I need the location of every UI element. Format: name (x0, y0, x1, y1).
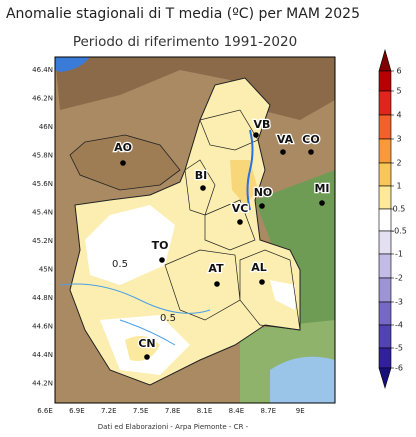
colorbar-label: 1 (396, 182, 401, 191)
lat-label: 45.8N (32, 152, 53, 160)
colorbar-arrow (378, 367, 392, 390)
city-dot (200, 185, 206, 191)
colorbar-label: -1 (395, 250, 403, 259)
lat-label: 46.4N (32, 66, 53, 74)
city-label: CN (138, 337, 155, 350)
city-dot (308, 149, 314, 155)
lat-label: 45.6N (32, 180, 53, 188)
city-dot (159, 257, 165, 263)
city-label: MI (314, 182, 329, 195)
city-label: AO (114, 141, 132, 154)
colorbar-segment (378, 277, 392, 303)
city-label: BI (195, 169, 207, 182)
colorbar-segment (378, 90, 392, 116)
colorbar-segment (378, 230, 392, 255)
colorbar-label: -2 (395, 274, 403, 283)
colorbar-label: -3 (395, 298, 403, 307)
lon-label: 6.9E (69, 407, 85, 415)
city-label: AL (251, 261, 267, 274)
map (54, 56, 336, 404)
colorbar-label: 3 (396, 135, 401, 144)
lon-label: 8.1E (197, 407, 213, 415)
colorbar-segment (378, 162, 392, 187)
colorbar-arrow (378, 48, 392, 72)
colorbar-segment (378, 301, 392, 326)
colorbar-segment (378, 70, 392, 92)
city-label: VA (277, 133, 294, 146)
colorbar-label: 6 (396, 67, 401, 76)
city-dot (144, 354, 150, 360)
lat-label: 46N (39, 123, 53, 131)
footer: Dati ed Elaborazioni - Arpa Piemonte - C… (98, 423, 249, 431)
city-label: NO (254, 186, 273, 199)
colorbar-segment (378, 324, 392, 349)
city-dot (259, 279, 265, 285)
lat-label: 44.2N (32, 380, 53, 388)
colorbar-label: -5 (395, 344, 403, 353)
lon-label: 7.2E (101, 407, 117, 415)
lat-label: 45.4N (32, 209, 53, 217)
colorbar-segment (378, 185, 392, 210)
city-dot (319, 200, 325, 206)
colorbar-label: 4 (396, 111, 401, 120)
contour-label: 0.5 (112, 259, 128, 270)
colorbar-label: -4 (395, 321, 403, 330)
city-dot (280, 149, 286, 155)
lat-label: 44.4N (32, 351, 53, 359)
colorbar-label: -0.5 (391, 227, 407, 236)
lon-label: 7.5E (133, 407, 149, 415)
colorbar-segment (378, 138, 392, 164)
city-dot (253, 132, 259, 138)
title: Anomalie stagionali di T media (ºC) per … (6, 6, 360, 22)
colorbar-label: -6 (395, 364, 403, 373)
colorbar: 6 5 4 3 2 1 0.5 -0.5 -1 -2 -3 -4 -5 -6 (378, 48, 407, 390)
lat-label: 46.2N (32, 95, 53, 103)
lat-label: 44.6N (32, 323, 53, 331)
contour-label: 0.5 (160, 313, 176, 324)
colorbar-segment (378, 347, 392, 369)
lat-label: 45.2N (32, 237, 53, 245)
colorbar-label: 2 (396, 159, 401, 168)
city-label: TO (152, 239, 169, 252)
city-label: VC (232, 202, 249, 215)
city-dot (237, 219, 243, 225)
colorbar-label: 5 (396, 87, 401, 96)
city-label: VB (254, 118, 271, 131)
subtitle: Periodo di riferimento 1991-2020 (73, 34, 297, 50)
colorbar-label: 0.5 (393, 205, 406, 214)
colorbar-segment (378, 208, 392, 232)
colorbar-segment (378, 253, 392, 279)
city-dot (120, 160, 126, 166)
city-dot (214, 281, 220, 287)
lon-label: 8.7E (261, 407, 277, 415)
city-dot (259, 203, 265, 209)
lon-label: 7.8E (165, 407, 181, 415)
lat-label: 45N (39, 266, 53, 274)
colorbar-segment (378, 114, 392, 140)
lat-label: 44.8N (32, 294, 53, 302)
city-label: AT (208, 262, 224, 275)
lon-label: 8.4E (229, 407, 245, 415)
city-label: CO (302, 133, 319, 146)
lon-label: 6.6E (37, 407, 53, 415)
lon-label: 9E (296, 407, 305, 415)
